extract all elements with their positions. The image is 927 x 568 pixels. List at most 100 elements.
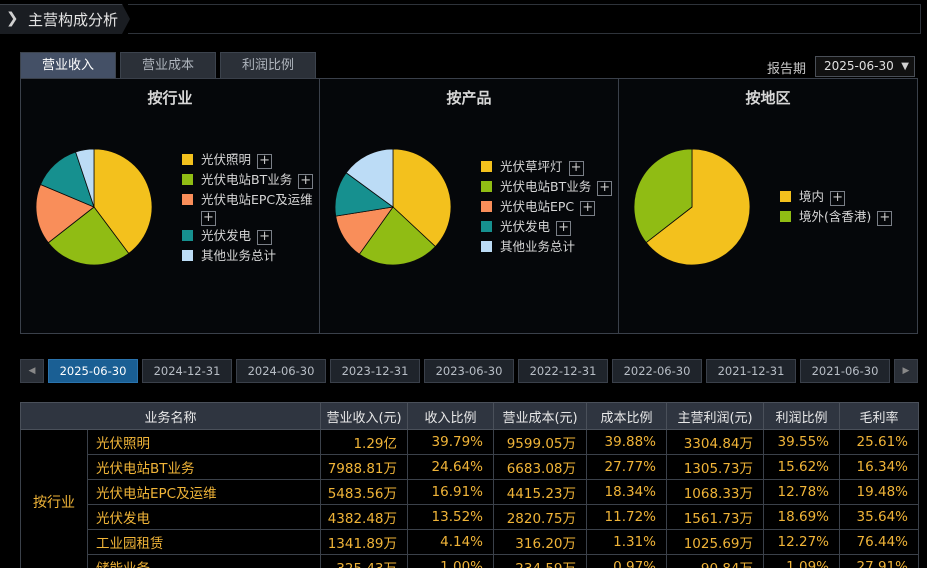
- expand-plus-icon[interactable]: +: [597, 181, 613, 196]
- report-period-value: 2025-06-30: [824, 59, 894, 73]
- report-period-select[interactable]: 2025-06-30 ▼: [815, 56, 915, 77]
- pie-slice[interactable]: [345, 148, 394, 208]
- legend-label: 光伏电站EPC及运维: [201, 192, 313, 207]
- value-cell: 4415.23万: [493, 479, 588, 505]
- pie-slice[interactable]: [93, 148, 153, 255]
- legend-label: 境外(含香港): [799, 209, 872, 224]
- value-cell: 5483.56万: [320, 479, 409, 505]
- legend-item: 光伏发电 +: [481, 217, 612, 237]
- pie-slice[interactable]: [47, 206, 130, 266]
- pager-next-button[interactable]: ▶: [894, 359, 918, 383]
- legend-item: 光伏电站EPC及运维: [182, 190, 313, 210]
- chevron-right-icon: ❯: [6, 9, 19, 27]
- date-tab[interactable]: 2024-12-31: [142, 359, 232, 383]
- column-header[interactable]: 主营利润(元): [666, 402, 765, 430]
- column-header[interactable]: 营业成本(元): [493, 402, 588, 430]
- legend-item: 境外(含香港) +: [780, 207, 893, 227]
- column-header[interactable]: 业务名称: [19, 402, 322, 430]
- expand-plus-icon[interactable]: +: [830, 191, 846, 206]
- value-cell: 1.09%: [763, 554, 841, 568]
- legend-swatch: [182, 250, 193, 261]
- value-cell: 76.44%: [839, 529, 920, 555]
- value-cell: 15.62%: [763, 454, 841, 480]
- date-tab[interactable]: 2022-12-31: [518, 359, 608, 383]
- pager-prev-button[interactable]: ◀: [20, 359, 44, 383]
- value-cell: 11.72%: [586, 504, 668, 530]
- expand-plus-icon[interactable]: +: [201, 211, 216, 226]
- pie-chart-industry: [35, 148, 153, 266]
- legend-label: 光伏照明: [201, 152, 252, 167]
- value-cell: 6683.08万: [493, 454, 588, 480]
- report-period-label: 报告期: [767, 62, 807, 77]
- legend-item: 光伏发电 +: [182, 226, 313, 246]
- expand-plus-icon[interactable]: +: [257, 154, 273, 169]
- column-header[interactable]: 收入比例: [407, 402, 495, 430]
- expand-plus-icon[interactable]: +: [257, 230, 273, 245]
- value-cell: 13.52%: [407, 504, 495, 530]
- value-cell: 9599.05万: [493, 429, 588, 455]
- date-tab[interactable]: 2021-06-30: [800, 359, 890, 383]
- pie-panels: 按行业 光伏照明 + 光伏电站BT业务 + 光伏电站EPC及运维 + 光伏发电 + 其他业务总计…: [20, 78, 918, 334]
- legend-swatch: [182, 154, 193, 165]
- value-cell: 234.59万: [493, 554, 588, 568]
- value-cell: 1025.69万: [666, 529, 765, 555]
- title-tab: [0, 4, 130, 34]
- legend-item: 光伏电站BT业务 +: [481, 177, 613, 197]
- pie-chart-product: [334, 148, 452, 266]
- legend-item: 光伏照明 +: [182, 150, 313, 170]
- legend-label: 光伏发电: [201, 228, 252, 243]
- date-tab[interactable]: 2022-06-30: [612, 359, 702, 383]
- business-name-cell: 光伏电站BT业务: [86, 454, 322, 480]
- legend-label: 其他业务总计: [201, 248, 277, 263]
- tab-profit-ratio[interactable]: 利润比例: [220, 52, 316, 78]
- pie-slice[interactable]: [645, 148, 751, 266]
- legend-swatch: [481, 201, 492, 212]
- pie-slice[interactable]: [633, 148, 693, 244]
- value-cell: 27.91%: [839, 554, 920, 568]
- column-header[interactable]: 成本比例: [586, 402, 668, 430]
- legend-item: 光伏草坪灯 +: [481, 157, 612, 177]
- panel-title: 按行业: [147, 89, 193, 107]
- legend-item-expand-row: +: [182, 210, 313, 226]
- value-cell: 25.61%: [839, 429, 920, 455]
- column-header[interactable]: 营业收入(元): [320, 402, 409, 430]
- value-cell: 12.78%: [763, 479, 841, 505]
- value-cell: 2820.75万: [493, 504, 588, 530]
- expand-plus-icon[interactable]: +: [877, 211, 893, 226]
- pie-slice[interactable]: [75, 148, 95, 208]
- date-tab[interactable]: 2023-06-30: [424, 359, 514, 383]
- table-row[interactable]: 工业园租赁 1341.89万 4.14% 316.20万 1.31% 1025.69万 12…: [21, 529, 920, 555]
- value-cell: 27.77%: [586, 454, 668, 480]
- table-row[interactable]: 储能业务325.43万1.00%234.59万0.97%90.84万1.09%2…: [21, 554, 920, 568]
- expand-plus-icon[interactable]: +: [298, 174, 314, 189]
- expand-plus-icon[interactable]: +: [556, 221, 572, 236]
- column-header[interactable]: 毛利率: [839, 402, 920, 430]
- column-header[interactable]: 利润比例: [763, 402, 841, 430]
- value-cell: 39.79%: [407, 429, 495, 455]
- expand-plus-icon[interactable]: +: [580, 201, 596, 216]
- value-cell: 18.69%: [763, 504, 841, 530]
- table-row[interactable]: 按行业 光伏照明 1.29亿 39.79% 9599.05万 39.88% 3304.84万…: [20, 429, 920, 568]
- value-cell: 1.29亿: [320, 429, 409, 455]
- value-cell: 0.97%: [586, 554, 668, 568]
- date-tab[interactable]: 2021-12-31: [706, 359, 796, 383]
- value-cell: 16.91%: [407, 479, 495, 505]
- pie-slice[interactable]: [35, 183, 95, 244]
- table-row[interactable]: 光伏电站EPC及运维 5483.56万 16.91% 4415.23万 18.34% 10…: [21, 479, 920, 505]
- legend-swatch: [481, 221, 492, 232]
- date-tab[interactable]: 2023-12-31: [330, 359, 420, 383]
- tab-revenue[interactable]: 营业收入: [20, 52, 116, 78]
- value-cell: 1.31%: [586, 529, 668, 555]
- pie-slice[interactable]: [358, 206, 436, 266]
- date-tab[interactable]: 2024-06-30: [236, 359, 326, 383]
- business-name-cell: 储能业务: [86, 554, 322, 568]
- table-row[interactable]: 光伏发电 4382.48万 13.52% 2820.75万 11.72% 1561.73万…: [21, 504, 920, 530]
- value-cell: 325.43万: [320, 554, 409, 568]
- expand-plus-icon[interactable]: +: [568, 161, 584, 176]
- table-row[interactable]: 光伏电站BT业务 7988.81万 24.64% 6683.08万 27.77% 1305…: [21, 454, 920, 480]
- pie-slice[interactable]: [392, 148, 452, 248]
- date-tab[interactable]: 2025-06-30: [48, 359, 138, 383]
- tab-cost[interactable]: 营业成本: [120, 52, 216, 78]
- legend-swatch: [481, 241, 492, 252]
- legend-swatch: [780, 191, 791, 202]
